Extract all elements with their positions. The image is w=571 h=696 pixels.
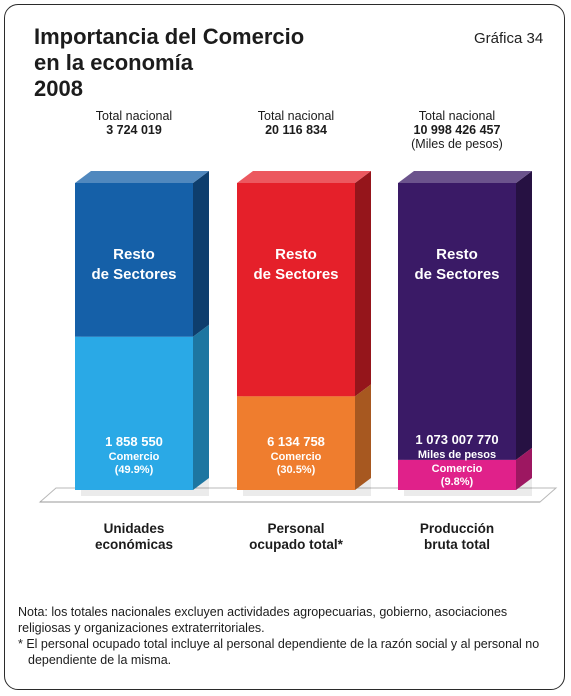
bar-1-comercio-value-line-1: 1 858 550: [105, 434, 163, 449]
bar-2-resto-side: [355, 171, 371, 397]
bar-1-resto-front: [75, 183, 193, 337]
bar-1-category-line-1: Unidades: [104, 521, 165, 536]
bar-3-category-line-2: bruta total: [424, 537, 490, 552]
bar-1-total-line-2: 3 724 019: [106, 123, 162, 137]
bar-3-resto-front: [398, 183, 516, 460]
bar-3-comercio-unit-line-1: Miles de pesos: [418, 449, 496, 461]
bar-2-category-line-2: ocupado total*: [249, 537, 343, 552]
bar-1-comercio-label-line-2: (49.9%): [115, 464, 154, 476]
bar-1-total-line-1: Total nacional: [96, 109, 172, 123]
bar-3-comercio-value-line-1: 1 073 007 770: [415, 432, 498, 447]
chart-title: Importancia del Comercio en la economía …: [34, 24, 364, 102]
bar-3-comercio-side: [516, 447, 532, 490]
bar-2-resto-top: [237, 171, 371, 183]
title-line-3: 2008: [34, 76, 83, 101]
bar-1-resto-side: [193, 171, 209, 337]
bar-2-comercio-label-line-2: (30.5%): [277, 464, 316, 476]
chart-number: Gráfica 34: [474, 30, 544, 47]
bar-2-comercio-label-line-1: Comercio: [271, 451, 322, 463]
bar-2-comercio-value-line-1: 6 134 758: [267, 434, 325, 449]
bar-1-comercio-side: [193, 324, 209, 490]
bar-3-total-line-1: Total nacional: [419, 109, 495, 123]
bar-2-comercio-front: [237, 396, 355, 490]
title-line-1: Importancia del Comercio: [34, 24, 305, 49]
bar-3-resto-top: [398, 171, 532, 183]
bar-1-category-line-2: económicas: [95, 537, 173, 552]
footnote-asterisk: * El personal ocupado total incluye al p…: [18, 637, 540, 667]
bar-3-resto-label-line-2: de Sectores: [414, 266, 499, 283]
bar-1-comercio-label-line-1: Comercio: [109, 451, 160, 463]
bar-2-resto-front: [237, 183, 355, 397]
bar-3-comercio-label-line-2: (9.8%): [441, 476, 474, 488]
bar-2-comercio-side: [355, 384, 371, 490]
bar-2-resto-label-line-1: Resto: [275, 246, 317, 263]
bar-3-resto-side: [516, 171, 532, 460]
bar-3-category-line-1: Producción: [420, 521, 494, 536]
bar-1-comercio-front: [75, 336, 193, 490]
bar-2-category-line-1: Personal: [267, 521, 324, 536]
footnote-note: Nota: los totales nacionales excluyen ac…: [18, 605, 508, 635]
bar-2-total-line-2: 20 116 834: [265, 123, 327, 137]
bar-2-resto-label-line-2: de Sectores: [253, 266, 338, 283]
bar-2-total-line-1: Total nacional: [258, 109, 334, 123]
bar-3-comercio-label-line-1: Comercio: [432, 463, 483, 475]
bar-3-total-line-2: 10 998 426 457: [414, 123, 501, 137]
bar-3-resto-label-line-1: Resto: [436, 246, 478, 263]
bar-1-resto-top: [75, 171, 209, 183]
bar-1-resto-label-line-2: de Sectores: [91, 266, 176, 283]
bar-3-comercio-front: [398, 459, 516, 490]
footnote: Nota: los totales nacionales excluyen ac…: [18, 604, 558, 668]
bar-1-resto-label-line-1: Resto: [113, 246, 155, 263]
bar-3-total-line-3: (Miles de pesos): [411, 137, 503, 151]
title-line-2: en la economía: [34, 50, 193, 75]
